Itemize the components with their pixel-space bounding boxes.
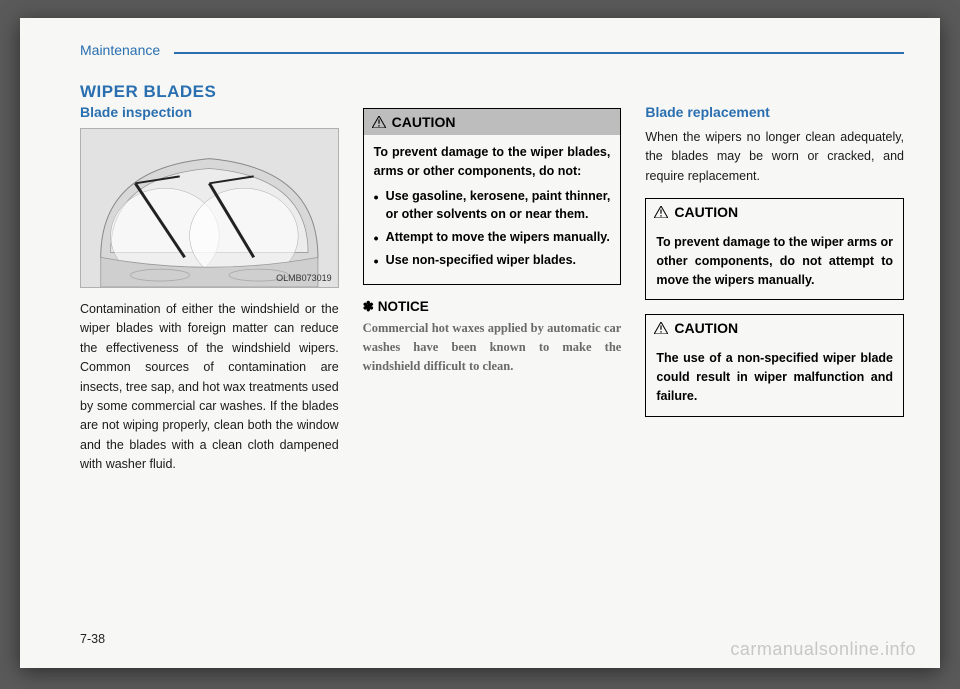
caution-label-2: CAUTION — [674, 204, 738, 220]
column-3: Blade replacement When the wipers no lon… — [645, 104, 904, 474]
replacement-body: When the wipers no longer clean adequate… — [645, 128, 904, 186]
caution-label-3: CAUTION — [674, 320, 738, 336]
subheading-inspection: Blade inspection — [80, 104, 339, 120]
warning-icon — [372, 116, 386, 128]
caution-title-1: CAUTION — [364, 109, 621, 135]
warning-icon — [654, 322, 668, 334]
caution-intro-1: To prevent damage to the wiper blades, a… — [374, 143, 611, 181]
caution-title-3: CAUTION — [646, 315, 903, 341]
caution-box-3: CAUTION The use of a non-specified wiper… — [645, 314, 904, 416]
notice-body: Commercial hot waxes applied by automati… — [363, 319, 622, 377]
subheading-replacement: Blade replacement — [645, 104, 904, 120]
caution-body-2: To prevent damage to the wiper arms or o… — [656, 233, 893, 289]
watermark: carmanualsonline.info — [730, 639, 916, 660]
main-heading: WIPER BLADES — [80, 82, 904, 102]
section-label: Maintenance — [80, 42, 174, 60]
windshield-illustration — [81, 129, 338, 287]
header-rule — [174, 52, 904, 54]
caution-label-1: CAUTION — [392, 114, 456, 130]
content-columns: Blade inspection — [80, 104, 904, 474]
caution-title-2: CAUTION — [646, 199, 903, 225]
manual-page: Maintenance WIPER BLADES Blade inspectio… — [20, 18, 940, 668]
caution-list: Use gasoline, kerosene, paint thinner, o… — [374, 187, 611, 270]
windshield-figure: OLMB073019 — [80, 128, 339, 288]
caution-item: Use non-specified wiper blades. — [374, 251, 611, 270]
caution-item: Use gasoline, kerosene, paint thinner, o… — [374, 187, 611, 225]
notice-title: ✽ NOTICE — [363, 299, 622, 315]
caution-item: Attempt to move the wipers manually. — [374, 228, 611, 247]
inspection-body: Contamination of either the wind­shield … — [80, 300, 339, 474]
warning-icon — [654, 206, 668, 218]
caution-box-1: CAUTION To prevent damage to the wiper b… — [363, 108, 622, 285]
caution-box-2: CAUTION To prevent damage to the wiper a… — [645, 198, 904, 300]
column-2: CAUTION To prevent damage to the wiper b… — [363, 104, 622, 474]
figure-code: OLMB073019 — [276, 273, 332, 283]
column-1: Blade inspection — [80, 104, 339, 474]
page-number: 7-38 — [80, 632, 105, 646]
page-header: Maintenance — [80, 42, 904, 60]
caution-body-3: The use of a non-specified wiper blade c… — [656, 349, 893, 405]
